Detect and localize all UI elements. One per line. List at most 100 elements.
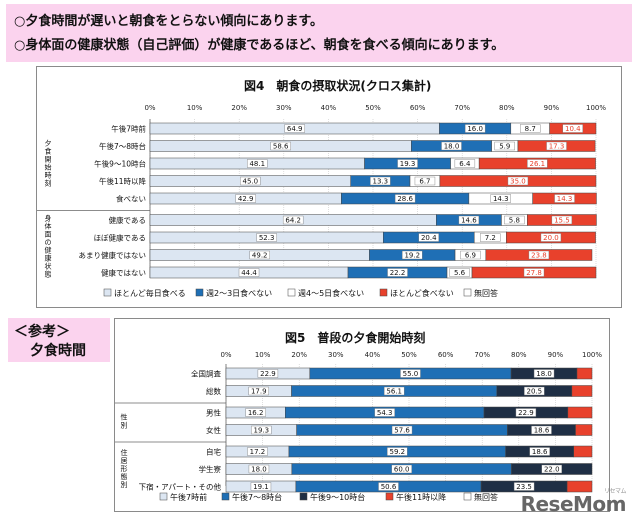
chart1-data-label: 64.2	[285, 217, 301, 225]
chart1-data-label-box	[454, 159, 476, 168]
chart1-data-label-box	[270, 141, 291, 151]
chart1-data-label-box	[554, 194, 575, 203]
chart2-data-label-box	[250, 482, 272, 491]
chart2-data-label-box	[257, 369, 279, 378]
chart1-data-label: 23.8	[531, 252, 547, 260]
chart2-data-label-box	[378, 482, 399, 491]
chart1-data-label: 28.6	[397, 195, 413, 203]
chart1-data-label: 49.2	[252, 252, 268, 260]
chart2-bar-seg	[566, 480, 593, 493]
chart1-data-label: 52.3	[259, 234, 275, 242]
chart1-data-label: 42.9	[238, 195, 254, 203]
chart1-group-label: 面	[45, 230, 52, 238]
chart2-group-label: 性	[121, 412, 128, 421]
chart1-data-label-box	[370, 176, 391, 186]
reference-label: ＜参考＞ 夕食時間	[8, 318, 110, 362]
chart1-data-label: 14.3	[493, 195, 509, 203]
chart1-data-label-box	[240, 176, 261, 186]
chart2-data-label-box	[533, 369, 555, 378]
chart2-data-label-box	[248, 464, 270, 474]
chart2-tick-label: 50%	[401, 351, 417, 359]
chart1-tick-label: 10%	[187, 104, 203, 112]
chart1-data-label-box	[551, 215, 573, 225]
chart1-tick-label: 70%	[454, 104, 470, 112]
chart2-data-label-box	[391, 464, 412, 474]
chart1-tick-label: 60%	[410, 104, 426, 112]
chart1-group-label: 態	[45, 269, 52, 278]
chart1-data-label-box	[282, 215, 304, 225]
chart1-data-label-box	[238, 268, 260, 277]
chart2-legend-swatch	[159, 492, 168, 501]
chart2-legend-label: 午後11時以降	[396, 492, 446, 502]
chart2-data-label: 23.5	[516, 483, 532, 491]
chart1-tick-label: 20%	[231, 104, 247, 112]
chart2-data-label-box	[531, 425, 552, 435]
chart2-data-label: 55.0	[403, 370, 419, 378]
chart1-tick-label: 0%	[144, 104, 155, 112]
chart2-data-label-box	[524, 386, 545, 396]
chart1-legend-swatch	[103, 288, 112, 297]
chart2-group-label: 形	[121, 465, 128, 473]
reference-line-1: ＜参考＞	[14, 324, 70, 340]
chart2-data-label: 59.2	[389, 448, 405, 456]
chart1-group-label: 体	[45, 221, 52, 230]
chart1-data-label: 20.0	[543, 234, 559, 242]
reference-line-2: 夕食時間	[30, 343, 86, 359]
chart1-data-label: 6.9	[465, 252, 476, 260]
chart1-data-label-box	[394, 194, 416, 203]
chart1-data-label-box	[540, 233, 562, 242]
chart1-legend-label: 週4～5日食べない	[298, 288, 364, 298]
chart2-legend-swatch	[463, 492, 472, 501]
chart2-data-label: 19.3	[254, 427, 270, 435]
chart1-group-label: 身	[45, 213, 52, 222]
chart2-bar-seg	[576, 367, 593, 380]
chart1-data-label: 19.3	[400, 160, 416, 168]
chart2-tick-label: 10%	[255, 351, 271, 359]
chart2-data-label: 20.5	[527, 388, 543, 396]
chart2-bar-seg	[575, 424, 593, 436]
chart1-data-label: 35.0	[510, 178, 526, 186]
chart1-data-label-box	[460, 250, 481, 260]
chart1-category-label: 午後7時前	[111, 124, 146, 134]
chart2-data-label: 56.1	[386, 388, 402, 396]
chart2-legend-swatch	[299, 492, 308, 501]
chart2-data-label-box	[248, 386, 269, 396]
chart1-data-label: 26.1	[530, 160, 546, 168]
chart2-legend-label: 午後9～10時台	[310, 492, 365, 502]
chart2-data-label: 17.2	[250, 448, 266, 456]
chart1-data-label: 6.4	[459, 160, 471, 168]
chart1-data-label: 5.8	[509, 217, 520, 225]
chart2-category-label: 全国調査	[191, 369, 221, 379]
chart2-group-label: 居	[121, 457, 128, 465]
chart1-data-label: 5.9	[499, 143, 510, 151]
chart2-data-label-box	[383, 386, 405, 396]
chart2-data-label: 18.0	[536, 370, 552, 378]
chart1-group-label: 時	[45, 172, 52, 180]
chart2-data-label: 22.9	[260, 370, 276, 378]
chart1-data-label: 6.7	[419, 178, 430, 186]
chart2-data-label-box	[251, 425, 272, 435]
chart1-data-label: 19.2	[404, 252, 420, 260]
chart2-legend-swatch	[221, 492, 230, 501]
chart2-data-label: 18.6	[532, 448, 548, 456]
chart2-group-label: 態	[121, 472, 128, 481]
chart1-data-label: 44.4	[241, 269, 257, 277]
chart1-tick-label: 50%	[365, 104, 381, 112]
chart1-data-label-box	[402, 250, 423, 260]
chart1-tick-label: 80%	[499, 104, 515, 112]
chart1-tick-label: 100%	[586, 104, 606, 112]
chart2-data-label: 54.3	[377, 409, 393, 417]
chart2-legend-label: 午後7時前	[170, 492, 207, 502]
chart1-data-label-box	[418, 233, 439, 242]
chart1-tick-label: 30%	[276, 104, 292, 112]
chart1-category-label: あまり健康ではない	[79, 250, 147, 260]
chart1-group-label: 始	[45, 163, 52, 172]
chart2-title: 図5 普段の夕食開始時刻	[285, 331, 426, 345]
chart1-data-label: 5.6	[454, 269, 466, 277]
chart1-group-label: 健	[45, 245, 52, 254]
chart1-title: 図4 朝食の摂取状況(クロス集計)	[244, 79, 432, 93]
chart2-tick-label: 30%	[328, 351, 344, 359]
chart1-data-label: 48.1	[249, 160, 265, 168]
chart1-data-label: 64.9	[287, 125, 303, 133]
